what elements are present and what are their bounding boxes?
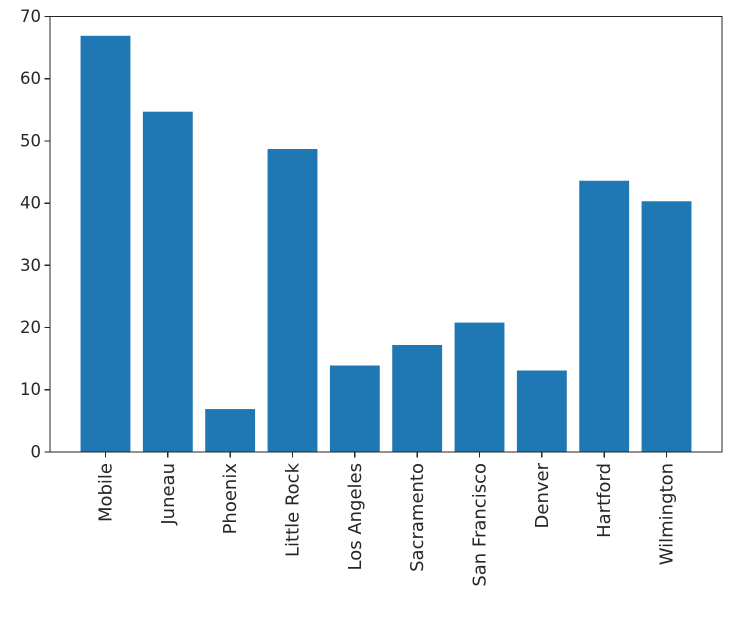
x-tick-label-juneau: Juneau bbox=[158, 463, 179, 526]
bar-sacramento bbox=[392, 344, 443, 452]
x-tick-label-mobile: Mobile bbox=[95, 463, 116, 522]
bar-mobile bbox=[80, 35, 131, 452]
axes-spines bbox=[49, 15, 723, 453]
x-tick-label-san-francisco: San Francisco bbox=[469, 463, 490, 587]
x-tick-label-denver: Denver bbox=[532, 462, 553, 528]
y-tick-label: 50 bbox=[20, 131, 41, 150]
y-tick-label: 20 bbox=[20, 318, 41, 337]
plot-border bbox=[49, 15, 723, 453]
bar-juneau bbox=[142, 111, 193, 452]
x-tick-label-sacramento: Sacramento bbox=[407, 463, 428, 572]
bar-san-francisco bbox=[454, 322, 505, 452]
bar-los-angeles bbox=[329, 365, 380, 452]
y-tick-label: 70 bbox=[20, 7, 41, 26]
x-tick-label-los-angeles: Los Angeles bbox=[345, 463, 366, 571]
y-tick-label: 60 bbox=[20, 69, 41, 88]
y-axis: 0 10 20 30 40 50 60 70 bbox=[20, 7, 50, 461]
bar-wilmington bbox=[641, 201, 692, 452]
y-tick-label: 30 bbox=[20, 256, 41, 275]
y-tick-label: 0 bbox=[31, 442, 42, 461]
x-tick-label-phoenix: Phoenix bbox=[220, 463, 241, 535]
x-axis: Mobile Juneau Phoenix Little Rock Los Angele… bbox=[95, 452, 677, 587]
y-tick-label: 40 bbox=[20, 194, 41, 213]
x-tick-label-hartford: Hartford bbox=[594, 463, 615, 538]
bar-little-rock bbox=[267, 149, 318, 452]
bar-denver bbox=[516, 370, 567, 452]
x-tick-label-wilmington: Wilmington bbox=[656, 463, 677, 565]
bar-hartford bbox=[579, 180, 630, 452]
bar-phoenix bbox=[205, 409, 256, 452]
x-tick-label-little-rock: Little Rock bbox=[282, 462, 303, 557]
bars-group bbox=[80, 35, 692, 452]
y-tick-label: 10 bbox=[20, 380, 41, 399]
